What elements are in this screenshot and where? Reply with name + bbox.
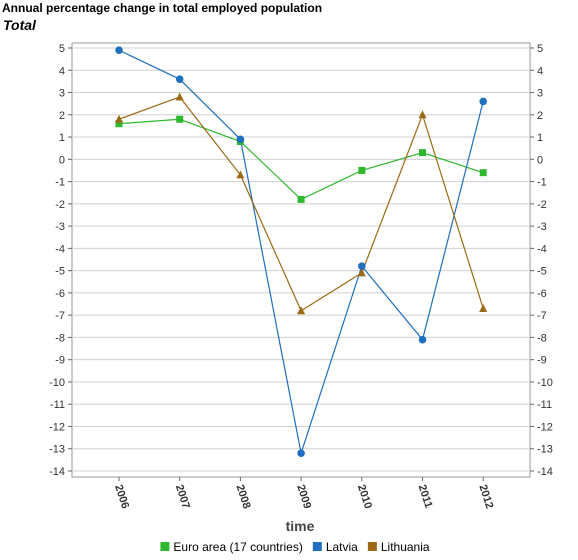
data-point — [175, 92, 184, 101]
data-point — [236, 135, 245, 144]
y-tick-label-left: -9 — [55, 355, 65, 367]
chart-title: Annual percentage change in total employ… — [2, 1, 323, 15]
y-tick-label-right: -8 — [537, 332, 547, 344]
data-point — [115, 46, 123, 55]
y-tick-label-right: -11 — [537, 399, 552, 411]
y-tick-label-right: -3 — [537, 221, 547, 233]
y-tick-label-left: -14 — [49, 466, 65, 478]
plot-frame — [71, 42, 531, 478]
legend-label: Euro area (17 countries) — [173, 540, 302, 554]
data-point — [176, 115, 184, 123]
y-tick-label-right: -6 — [537, 288, 547, 300]
legend-label: Lithuania — [381, 540, 430, 554]
y-tick-label-left: -8 — [55, 332, 65, 344]
y-tick-label-left: -11 — [50, 399, 65, 411]
x-tick-label: 2008 — [234, 483, 253, 510]
x-axis-title: time — [286, 518, 315, 534]
y-tick-label-left: 1 — [59, 132, 65, 144]
x-tick-label: 2006 — [112, 483, 131, 510]
y-tick-label-right: 4 — [537, 65, 543, 77]
y-tick-label-right: -9 — [537, 355, 547, 367]
x-tick-label: 2011 — [416, 483, 435, 509]
legend-swatch — [312, 542, 322, 551]
data-point — [236, 170, 245, 179]
y-tick-label-left: 2 — [59, 110, 65, 122]
chart-subtitle: Total — [3, 17, 36, 33]
y-tick-label-right: 0 — [537, 154, 543, 166]
y-tick-label-left: -4 — [55, 243, 65, 255]
x-tick-label: 2009 — [294, 483, 313, 510]
data-point — [297, 195, 305, 203]
y-tick-label-right: -2 — [537, 199, 547, 211]
legend-label: Latvia — [326, 540, 358, 554]
data-point — [115, 114, 123, 123]
data-point — [358, 262, 366, 270]
y-tick-label-left: -1 — [55, 177, 65, 189]
data-point — [175, 75, 184, 83]
y-tick-label-left: 0 — [59, 154, 65, 166]
y-tick-label-left: -7 — [55, 310, 65, 322]
y-tick-label-right: 3 — [537, 88, 543, 100]
data-point — [418, 335, 427, 344]
y-tick-label-right: -4 — [537, 243, 547, 255]
y-tick-label-right: 2 — [537, 110, 543, 122]
x-tick-label: 2010 — [355, 483, 374, 510]
y-tick-label-right: -10 — [537, 377, 553, 389]
legend-swatch — [160, 542, 170, 551]
y-tick-label-left: 3 — [59, 88, 65, 100]
legend-swatch — [367, 542, 377, 551]
y-tick-label-right: -1 — [537, 177, 547, 189]
y-tick-label-left: -12 — [49, 421, 65, 433]
data-point — [419, 149, 426, 157]
x-tick-label: 2007 — [173, 483, 192, 510]
data-point — [115, 120, 123, 128]
data-point — [357, 268, 366, 277]
y-tick-label-left: -5 — [55, 266, 65, 278]
y-tick-label-right: -7 — [537, 310, 547, 322]
legend-item: Euro area (17 countries) — [160, 540, 303, 554]
data-point — [479, 303, 488, 312]
data-point — [479, 169, 487, 177]
y-tick-label-left: -2 — [55, 199, 65, 211]
series-line-1 — [118, 49, 484, 454]
y-tick-label-left: -10 — [49, 377, 65, 389]
y-tick-label-left: 4 — [59, 65, 65, 77]
y-tick-label-right: 5 — [537, 43, 543, 55]
y-tick-label-right: -13 — [537, 444, 553, 456]
data-point — [297, 449, 305, 457]
y-tick-label-right: -14 — [537, 466, 553, 478]
legend-item: Latvia — [312, 540, 358, 554]
y-tick-label-right: -12 — [537, 421, 553, 433]
y-tick-label-left: -13 — [49, 444, 65, 456]
y-tick-label-right: 1 — [537, 132, 543, 144]
legend-item: Lithuania — [367, 540, 430, 554]
y-tick-label-left: -6 — [55, 288, 65, 300]
data-point — [297, 306, 306, 315]
y-tick-label-left: -3 — [55, 221, 65, 233]
data-point — [418, 110, 427, 119]
x-tick-label: 2012 — [476, 483, 495, 510]
y-tick-label-left: 5 — [59, 43, 65, 55]
data-point — [479, 97, 488, 106]
data-point — [358, 166, 366, 174]
y-tick-label-right: -5 — [537, 266, 547, 278]
